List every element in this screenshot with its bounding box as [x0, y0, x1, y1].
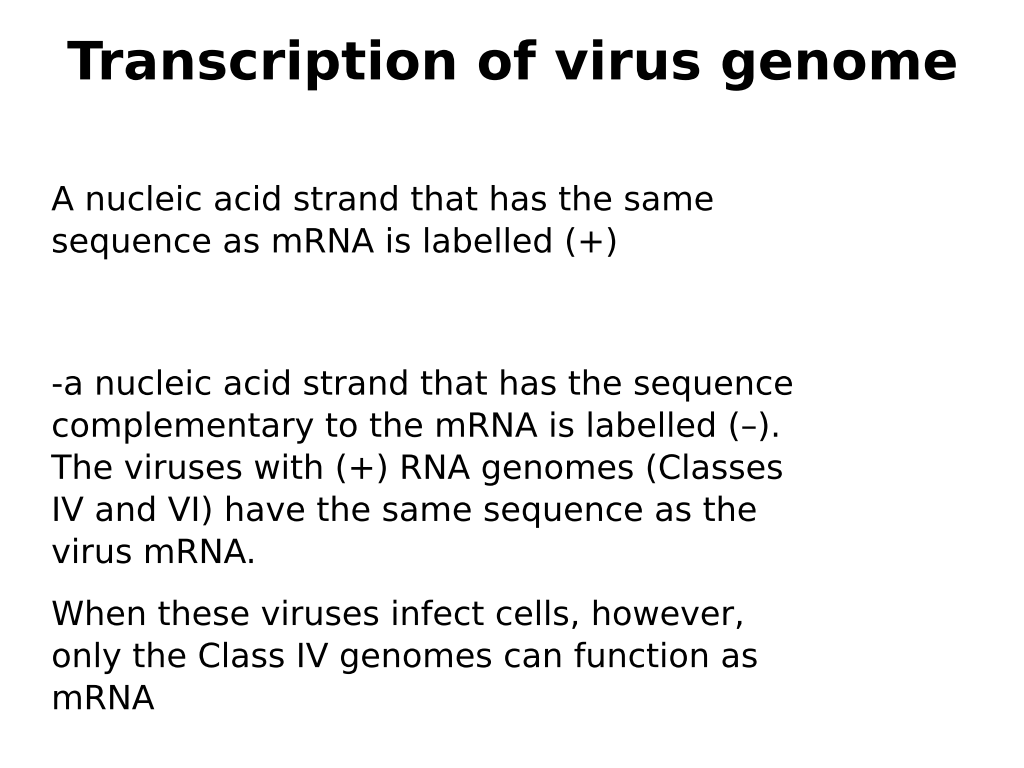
Text: Transcription of virus genome: Transcription of virus genome [68, 38, 956, 91]
Text: When these viruses infect cells, however,
only the Class IV genomes can function: When these viruses infect cells, however… [51, 599, 759, 717]
Text: A nucleic acid strand that has the same
sequence as mRNA is labelled (+): A nucleic acid strand that has the same … [51, 184, 715, 260]
Text: -a nucleic acid strand that has the sequence
complementary to the mRNA is labell: -a nucleic acid strand that has the sequ… [51, 369, 794, 570]
